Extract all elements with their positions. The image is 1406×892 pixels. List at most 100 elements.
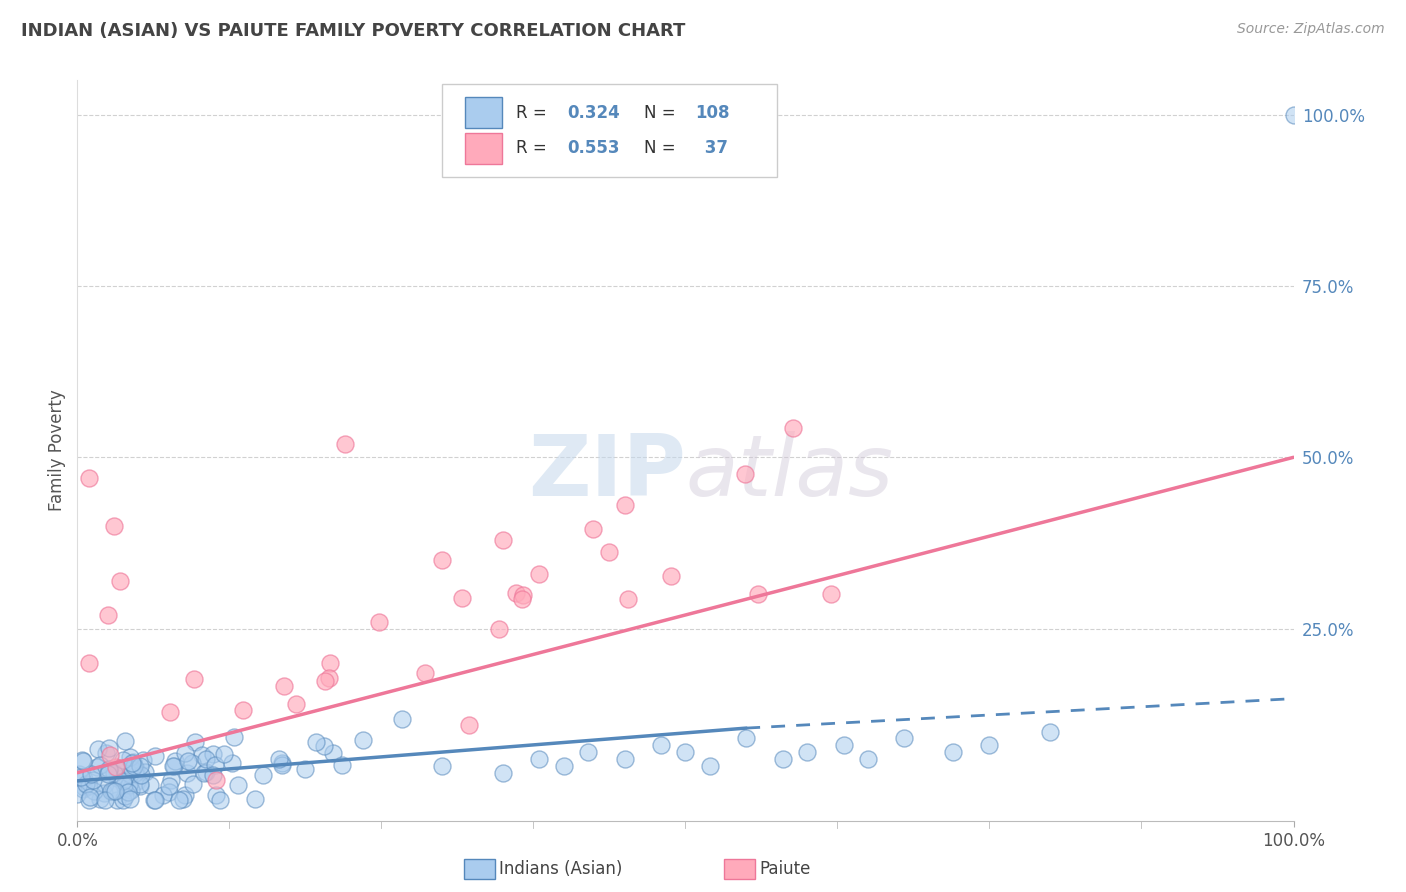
Point — [174, 788, 197, 802]
Point — [114, 789, 136, 803]
Point — [181, 777, 204, 791]
Point — [856, 752, 879, 766]
Point — [111, 753, 134, 767]
Point — [512, 588, 534, 602]
Point — [105, 771, 128, 785]
Point — [117, 777, 139, 791]
Text: 0.553: 0.553 — [568, 139, 620, 157]
Point — [107, 761, 129, 775]
Text: INDIAN (ASIAN) VS PAIUTE FAMILY POVERTY CORRELATION CHART: INDIAN (ASIAN) VS PAIUTE FAMILY POVERTY … — [21, 22, 686, 40]
Y-axis label: Family Poverty: Family Poverty — [48, 390, 66, 511]
Point — [94, 777, 117, 791]
Point — [172, 791, 194, 805]
Point — [89, 792, 111, 806]
Point — [195, 765, 218, 780]
Point — [492, 765, 515, 780]
Point — [160, 772, 183, 787]
Point — [100, 784, 122, 798]
Point — [152, 788, 174, 802]
Point — [80, 767, 103, 781]
Point — [105, 762, 128, 776]
Point — [314, 739, 336, 753]
Point — [82, 772, 104, 787]
Text: Paiute: Paiute — [759, 860, 811, 878]
Point — [129, 768, 152, 782]
Point — [391, 712, 413, 726]
FancyBboxPatch shape — [441, 84, 776, 177]
Point — [79, 471, 101, 485]
Point — [97, 607, 120, 622]
Point — [796, 745, 818, 759]
Point — [173, 746, 195, 760]
Point — [87, 741, 110, 756]
Point — [159, 705, 181, 719]
Point — [650, 738, 672, 752]
Point — [104, 760, 127, 774]
Point — [699, 759, 721, 773]
Point — [330, 758, 353, 772]
Point — [121, 756, 143, 771]
Point — [367, 615, 389, 629]
Point — [205, 788, 228, 802]
Point — [488, 622, 510, 636]
Point — [352, 732, 374, 747]
Point — [208, 793, 231, 807]
Text: 0.324: 0.324 — [568, 103, 620, 122]
Text: Source: ZipAtlas.com: Source: ZipAtlas.com — [1237, 22, 1385, 37]
Point — [194, 752, 217, 766]
Point — [124, 766, 146, 780]
Point — [98, 748, 121, 763]
Point — [613, 752, 636, 766]
Point — [111, 774, 134, 789]
Point — [120, 783, 142, 797]
Point — [108, 574, 131, 588]
Point — [510, 592, 533, 607]
Point — [79, 793, 101, 807]
Point — [142, 793, 165, 807]
Point — [125, 762, 148, 776]
Point — [132, 753, 155, 767]
Point — [221, 756, 243, 770]
Point — [79, 790, 101, 805]
Point — [747, 587, 769, 601]
Point — [451, 591, 474, 606]
Point — [117, 785, 139, 799]
Point — [122, 758, 145, 772]
Point — [553, 759, 575, 773]
Point — [284, 697, 307, 711]
Point — [70, 770, 93, 784]
Point — [162, 759, 184, 773]
Point — [167, 793, 190, 807]
Point — [103, 766, 125, 780]
Point — [267, 752, 290, 766]
Point — [129, 758, 152, 772]
Text: N =: N = — [644, 103, 681, 122]
Point — [314, 673, 336, 688]
Point — [101, 784, 124, 798]
Point — [145, 749, 167, 764]
Point — [675, 745, 697, 759]
Bar — [465, 97, 502, 128]
Text: 37: 37 — [699, 139, 728, 157]
Point — [104, 784, 127, 798]
Point — [181, 756, 204, 771]
Point — [163, 759, 186, 773]
Point — [204, 758, 226, 772]
Point — [226, 778, 249, 792]
Point — [273, 679, 295, 693]
Point — [114, 734, 136, 748]
Point — [598, 545, 620, 559]
Point — [70, 754, 93, 768]
Point — [94, 793, 117, 807]
Text: N =: N = — [644, 139, 681, 157]
Point — [613, 498, 636, 512]
Point — [129, 780, 152, 794]
Point — [118, 767, 141, 781]
Point — [232, 703, 254, 717]
Point — [89, 758, 111, 772]
Point — [183, 672, 205, 686]
Point — [79, 779, 101, 793]
Point — [457, 718, 479, 732]
Text: atlas: atlas — [686, 431, 893, 514]
Point — [413, 666, 436, 681]
